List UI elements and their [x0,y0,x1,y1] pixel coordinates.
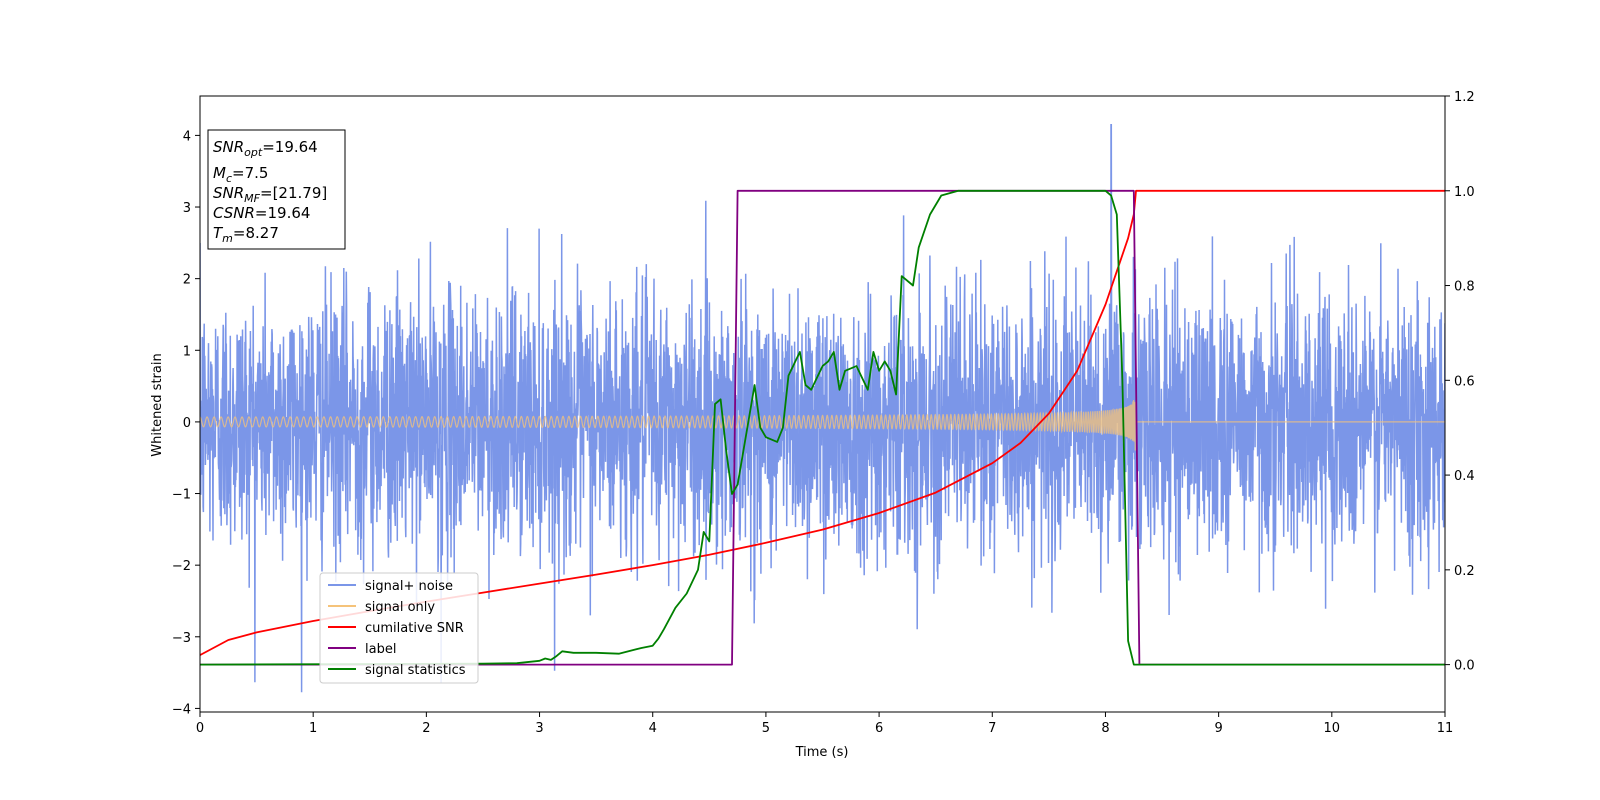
info-csnr-label: CSNR [213,204,255,222]
y-right-tick-label: 0.6 [1454,374,1475,389]
info-snr-opt-label: SNR [213,138,244,156]
info-tm: Tm=8.27 [213,224,279,245]
info-tm-sub: m [222,232,233,245]
info-snr-opt-value: =19.64 [262,138,318,156]
info-mc-label: M [213,164,226,182]
info-mc: Mc=7.5 [213,164,268,185]
legend-label-signal-noise: signal+ noise [365,579,453,594]
y-tick-label: 1 [183,344,191,359]
series-signal-noise [200,123,1445,693]
y-tick-label: 0 [183,416,191,431]
y-tick-label: 3 [183,201,191,216]
y-tick-label: 2 [183,273,191,288]
info-snr-opt: SNRopt=19.64 [213,138,318,159]
info-mc-sub: c [226,172,232,185]
y-tick-label: −1 [172,488,191,503]
x-tick-label: 4 [649,721,657,736]
series-signal-statistics [200,189,1445,666]
info-snr-mf-label: SNR [213,184,244,202]
x-tick-label: 5 [762,721,770,736]
y-axis-left: −4 −3 −2 −1 0 1 2 3 4 [172,129,200,717]
x-tick-label: 8 [1101,721,1109,736]
info-mc-value: =7.5 [232,164,268,182]
x-axis-label: Time (s) [795,745,849,760]
x-tick-label: 1 [309,721,317,736]
y-axis-label: Whitened strain [150,353,165,456]
y-tick-label: 4 [183,129,191,144]
legend-frame [319,572,479,684]
y-tick-label: −3 [172,631,191,646]
legend: signal+ noise signal only cumilative SNR… [319,572,479,684]
y-tick-label: −2 [172,559,191,574]
x-tick-label: 6 [875,721,883,736]
x-tick-label: 9 [1214,721,1222,736]
info-snr-opt-sub: opt [244,146,263,159]
legend-label-signal-statistics: signal statistics [365,663,466,678]
info-snr-mf-value: =[21.79] [260,184,327,202]
info-tm-value: =8.27 [233,224,279,242]
y-tick-label: −4 [172,702,191,717]
series-signal-only [200,399,1445,451]
info-tm-label: T [213,224,224,242]
x-axis: 0 1 2 3 4 5 6 7 8 9 10 11 [196,712,1453,736]
legend-label-label: label [365,642,396,657]
info-csnr-value: =19.64 [255,204,311,222]
info-snr-mf: SNRMF=[21.79] [213,184,327,205]
info-csnr: CSNR=19.64 [213,204,310,222]
legend-label-signal-only: signal only [365,600,435,615]
legend-label-cumulative-snr: cumilative SNR [365,621,464,636]
x-tick-label: 10 [1324,721,1341,736]
y-right-tick-label: 0.2 [1454,564,1475,579]
info-annotation-box: SNRopt=19.64 Mc=7.5 SNRMF=[21.79] CSNR=1… [207,129,346,250]
x-tick-label: 3 [535,721,543,736]
y-right-tick-label: 1.2 [1454,90,1475,105]
y-right-tick-label: 0.8 [1454,280,1475,295]
y-right-tick-label: 0.4 [1454,469,1475,484]
info-snr-mf-sub: MF [244,192,260,205]
y-axis-right: 0.0 0.2 0.4 0.6 0.8 1.0 1.2 [1445,90,1475,674]
y-right-tick-label: 0.0 [1454,659,1475,674]
y-right-tick-label: 1.0 [1454,185,1475,200]
x-tick-label: 0 [196,721,204,736]
x-tick-label: 7 [988,721,996,736]
x-tick-label: 2 [422,721,430,736]
x-tick-label: 11 [1437,721,1454,736]
info-box-frame [207,129,346,250]
plot-frame [199,95,1446,713]
